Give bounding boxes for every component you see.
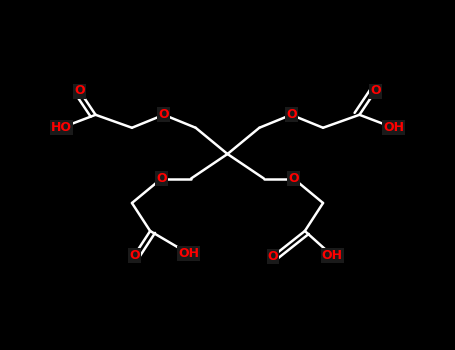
Text: O: O bbox=[286, 108, 297, 121]
Text: OH: OH bbox=[383, 121, 404, 134]
Text: HO: HO bbox=[51, 121, 72, 134]
Text: OH: OH bbox=[322, 249, 343, 262]
Text: O: O bbox=[158, 108, 169, 121]
Text: O: O bbox=[156, 172, 167, 185]
Text: OH: OH bbox=[178, 247, 199, 260]
Text: O: O bbox=[370, 84, 381, 98]
Text: O: O bbox=[288, 172, 299, 185]
Text: O: O bbox=[74, 84, 85, 98]
Text: O: O bbox=[268, 250, 278, 263]
Text: O: O bbox=[129, 249, 140, 262]
